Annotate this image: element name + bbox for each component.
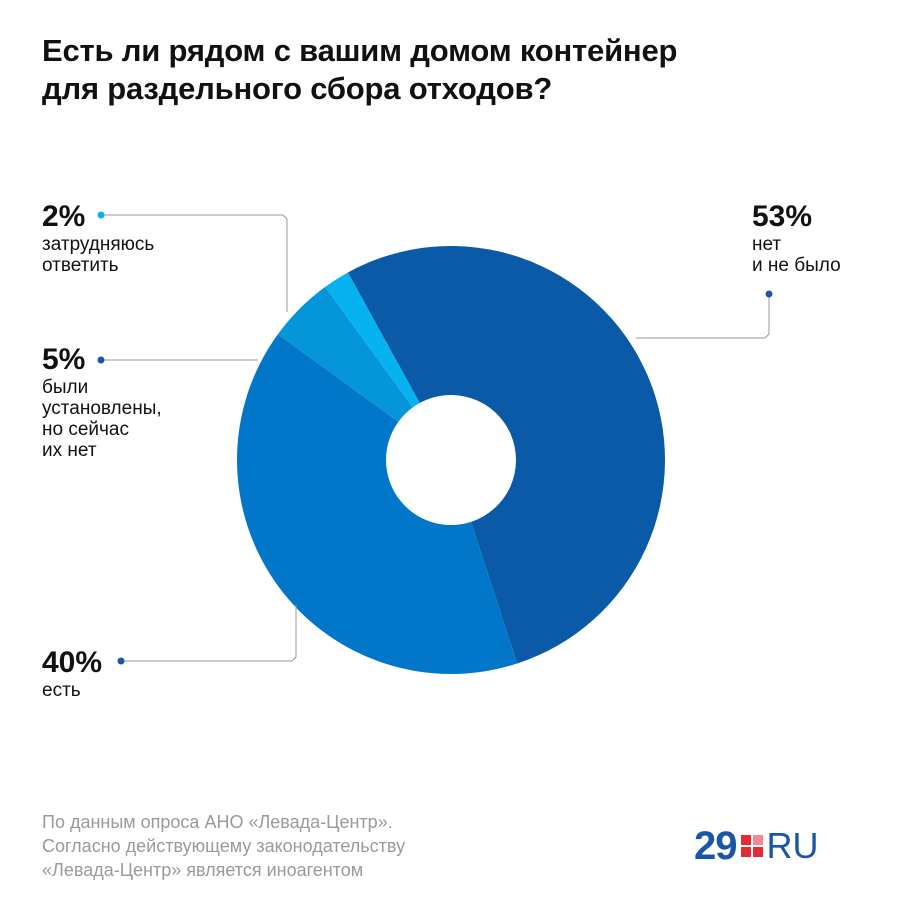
slice-text-53pct: нет и не было xyxy=(752,234,841,276)
leader-line-2pct xyxy=(101,214,288,312)
leader-lines xyxy=(97,211,773,665)
slice-value-40pct: 40% xyxy=(42,646,103,679)
slice-value-53pct: 53% xyxy=(752,200,813,233)
logo-number: 29 xyxy=(694,824,737,868)
leader-dot-5pct xyxy=(97,356,105,364)
leader-dot-40pct xyxy=(117,657,125,665)
slice-text-40pct: есть xyxy=(42,680,81,701)
donut-slice-53pct xyxy=(347,246,665,664)
slice-value-5pct: 5% xyxy=(42,343,86,376)
slice-label-53pct: 53% нет и не было xyxy=(752,200,841,276)
slice-label-40pct: 40% есть xyxy=(42,646,102,701)
leader-line-40pct xyxy=(121,605,297,662)
slice-text-2pct: затрудняюсь ответить xyxy=(42,234,155,276)
logo-square-icon xyxy=(740,835,763,857)
donut-slice-2pct xyxy=(325,272,420,408)
leader-dot-2pct xyxy=(97,211,105,219)
donut-slice-40pct xyxy=(237,334,518,674)
donut-slices xyxy=(237,246,665,674)
source-line-2: Согласно действующему законодательству xyxy=(42,836,406,856)
donut-slice-5pct xyxy=(277,286,413,422)
logo-suffix: RU xyxy=(766,825,819,866)
source-line-3: «Левада-Центр» является иноагентом xyxy=(42,860,364,880)
slice-label-5pct: 5% были установлены, но сейчас их нет xyxy=(42,343,162,461)
source-line-1: По данным опроса АНО «Левада-Центр». xyxy=(42,812,393,832)
leader-dot-53pct xyxy=(765,290,773,298)
title-line-1: Есть ли рядом с вашим домом контейнер xyxy=(42,33,678,68)
leader-line-53pct xyxy=(636,294,770,339)
brand-logo: 29 RU xyxy=(694,824,819,868)
slice-value-2pct: 2% xyxy=(42,200,86,233)
title-line-2: для раздельного сбора отходов? xyxy=(42,71,553,106)
slice-text-5pct: были установлены, но сейчас их нет xyxy=(42,377,162,461)
chart-title: Есть ли рядом с вашим домом контейнер дл… xyxy=(42,32,862,108)
slice-label-2pct: 2% затрудняюсь ответить xyxy=(42,200,154,276)
source-note: По данным опроса АНО «Левада-Центр». Сог… xyxy=(42,810,602,882)
